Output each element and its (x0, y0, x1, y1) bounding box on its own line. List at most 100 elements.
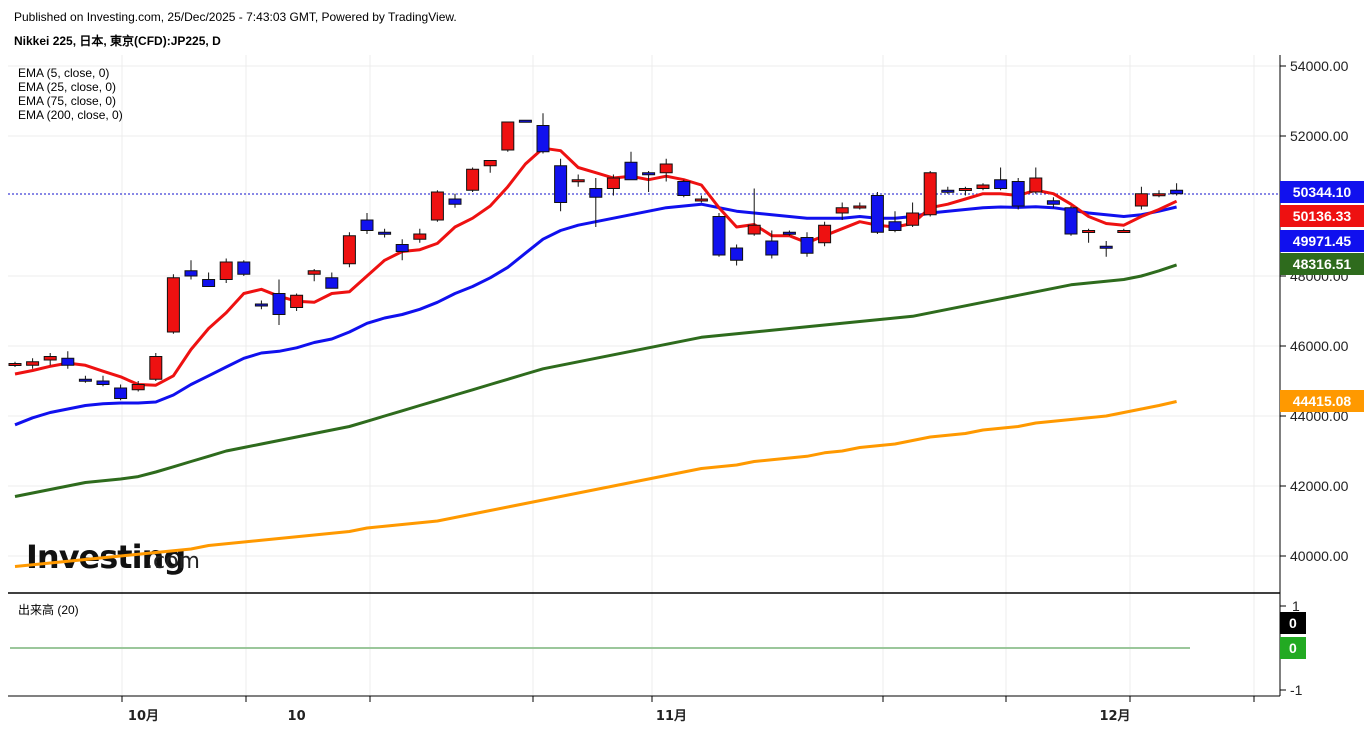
candle-body (923, 172, 937, 216)
legend-ema5: EMA (5, close, 0) (18, 66, 109, 80)
legend-ema25: EMA (25, close, 0) (18, 80, 116, 94)
candle-body (694, 198, 708, 202)
candle-body (800, 237, 814, 254)
candle-body (131, 384, 145, 391)
candle-body (1170, 189, 1184, 195)
candle-body (1099, 245, 1113, 249)
candle-body (61, 357, 75, 366)
price-tag (1280, 205, 1364, 227)
indicator-legend: EMA (5, close, 0) EMA (25, close, 0) EMA… (18, 66, 123, 122)
price-tags: 50344.10 50136.33 49971.45 48316.51 44415.08 (1280, 181, 1364, 412)
candle-body (976, 184, 990, 189)
candle-body (413, 233, 427, 240)
candle-body (272, 293, 286, 315)
candle-body (994, 179, 1008, 189)
candle-body (906, 212, 920, 226)
price-tag (1280, 390, 1364, 412)
price-tag-label: 49971.45 (1293, 233, 1352, 249)
candle-body (536, 125, 550, 153)
candle-body (606, 177, 620, 189)
volume-tag-b (1280, 637, 1306, 659)
candle-body (888, 221, 902, 231)
candle-body (571, 179, 585, 183)
candle-body (1011, 181, 1025, 207)
price-tag (1280, 181, 1364, 203)
candle-body (448, 198, 462, 205)
candle-body (659, 163, 673, 174)
time-axis[interactable]: 10月 10 11月 12月 (121, 696, 1255, 724)
candle-body (342, 235, 356, 265)
volume-tag-b-label: 0 (1289, 640, 1297, 656)
x-tick-label: 11月 (656, 709, 687, 724)
price-tag-label: 50136.33 (1293, 208, 1352, 224)
x-tick-label: 10月 (128, 709, 159, 724)
candle-body (818, 224, 832, 244)
candle-body (712, 216, 726, 256)
candle-body (430, 191, 444, 221)
candle-body (677, 181, 691, 196)
ema-line-3 (14, 400, 1177, 568)
candle-body (782, 231, 796, 235)
y-tick-label: 40000.00 (1290, 548, 1349, 564)
candle-body (624, 161, 638, 181)
grid-lines (8, 55, 1280, 696)
candle-body (1046, 200, 1060, 205)
candle-body (1064, 207, 1078, 235)
candle-body (730, 247, 744, 261)
candle-body (219, 261, 233, 280)
ema-line-1 (14, 202, 1177, 427)
candle-body (958, 188, 972, 191)
candle-body (8, 363, 22, 366)
candle-body (466, 168, 480, 191)
x-tick-label: 12月 (1099, 709, 1130, 724)
candle-body (1152, 193, 1166, 197)
candle-body (870, 195, 884, 233)
ema-line-2 (14, 263, 1178, 498)
price-axis[interactable]: 40000.0042000.0044000.0046000.0048000.00… (1280, 58, 1349, 564)
ema-line-0 (14, 146, 1178, 387)
candle-body (360, 219, 374, 231)
candle-body (518, 119, 532, 123)
candle-body (554, 165, 568, 203)
volume-tick-label-up: 1 (1292, 598, 1300, 614)
candle-body (642, 172, 656, 176)
candle-body (96, 380, 110, 385)
candle-body (114, 387, 128, 399)
price-tag (1280, 230, 1364, 252)
candle-body (835, 207, 849, 214)
candle-body (184, 270, 198, 277)
candle-body (149, 356, 163, 380)
x-tick-label: 10 (288, 709, 306, 724)
publish-info: Published on Investing.com, 25/Dec/2025 … (14, 10, 457, 24)
candle-body (1134, 193, 1148, 207)
candle-body (853, 205, 867, 209)
candle-body (1117, 230, 1131, 233)
candles (8, 113, 1184, 401)
y-tick-label: 54000.00 (1290, 58, 1349, 74)
candle-body (43, 356, 57, 361)
candle-body (78, 378, 92, 382)
legend-ema200: EMA (200, close, 0) (18, 108, 123, 122)
candle-body (483, 160, 497, 167)
candle-body (589, 188, 603, 198)
volume-tick-label-down: -1 (1290, 682, 1303, 698)
candle-body (765, 240, 779, 256)
candle-body (1082, 230, 1096, 233)
candle-body (378, 231, 392, 235)
y-tick-label: 42000.00 (1290, 478, 1349, 494)
candle-body (1029, 177, 1043, 193)
symbol-title: Nikkei 225, 日本, 東京(CFD):JP225, D (14, 34, 221, 48)
candle-body (237, 261, 251, 275)
candle-body (290, 294, 304, 308)
candle-body (747, 224, 761, 235)
candle-body (325, 277, 339, 289)
volume-tag-a (1280, 612, 1306, 634)
price-tag-label: 48316.51 (1293, 256, 1352, 272)
y-tick-label: 46000.00 (1290, 338, 1349, 354)
price-tag (1280, 253, 1364, 275)
candle-body (166, 277, 180, 333)
candle-body (395, 244, 409, 252)
candle-body (26, 361, 40, 366)
chart-frame (8, 55, 1281, 697)
